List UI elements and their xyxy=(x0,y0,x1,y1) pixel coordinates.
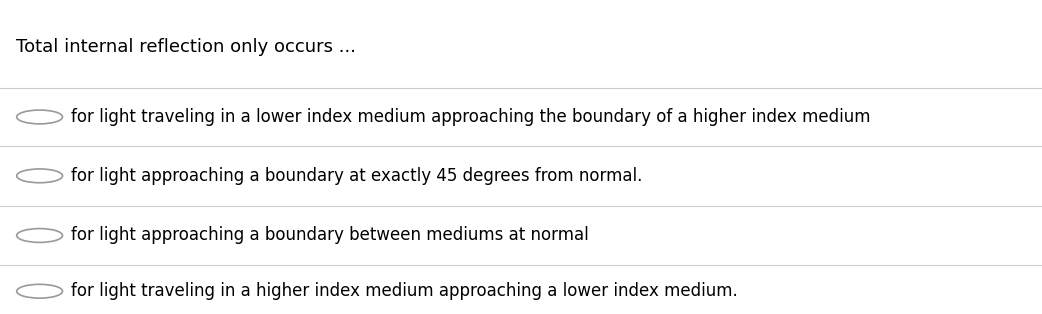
Text: for light approaching a boundary at exactly 45 degrees from normal.: for light approaching a boundary at exac… xyxy=(71,167,642,185)
Circle shape xyxy=(17,229,63,242)
Circle shape xyxy=(17,110,63,124)
Text: for light traveling in a higher index medium approaching a lower index medium.: for light traveling in a higher index me… xyxy=(71,282,738,300)
Text: for light traveling in a lower index medium approaching the boundary of a higher: for light traveling in a lower index med… xyxy=(71,108,870,126)
Circle shape xyxy=(17,284,63,298)
Text: for light approaching a boundary between mediums at normal: for light approaching a boundary between… xyxy=(71,226,589,245)
Text: Total internal reflection only occurs ...: Total internal reflection only occurs ..… xyxy=(16,38,355,56)
Circle shape xyxy=(17,169,63,183)
